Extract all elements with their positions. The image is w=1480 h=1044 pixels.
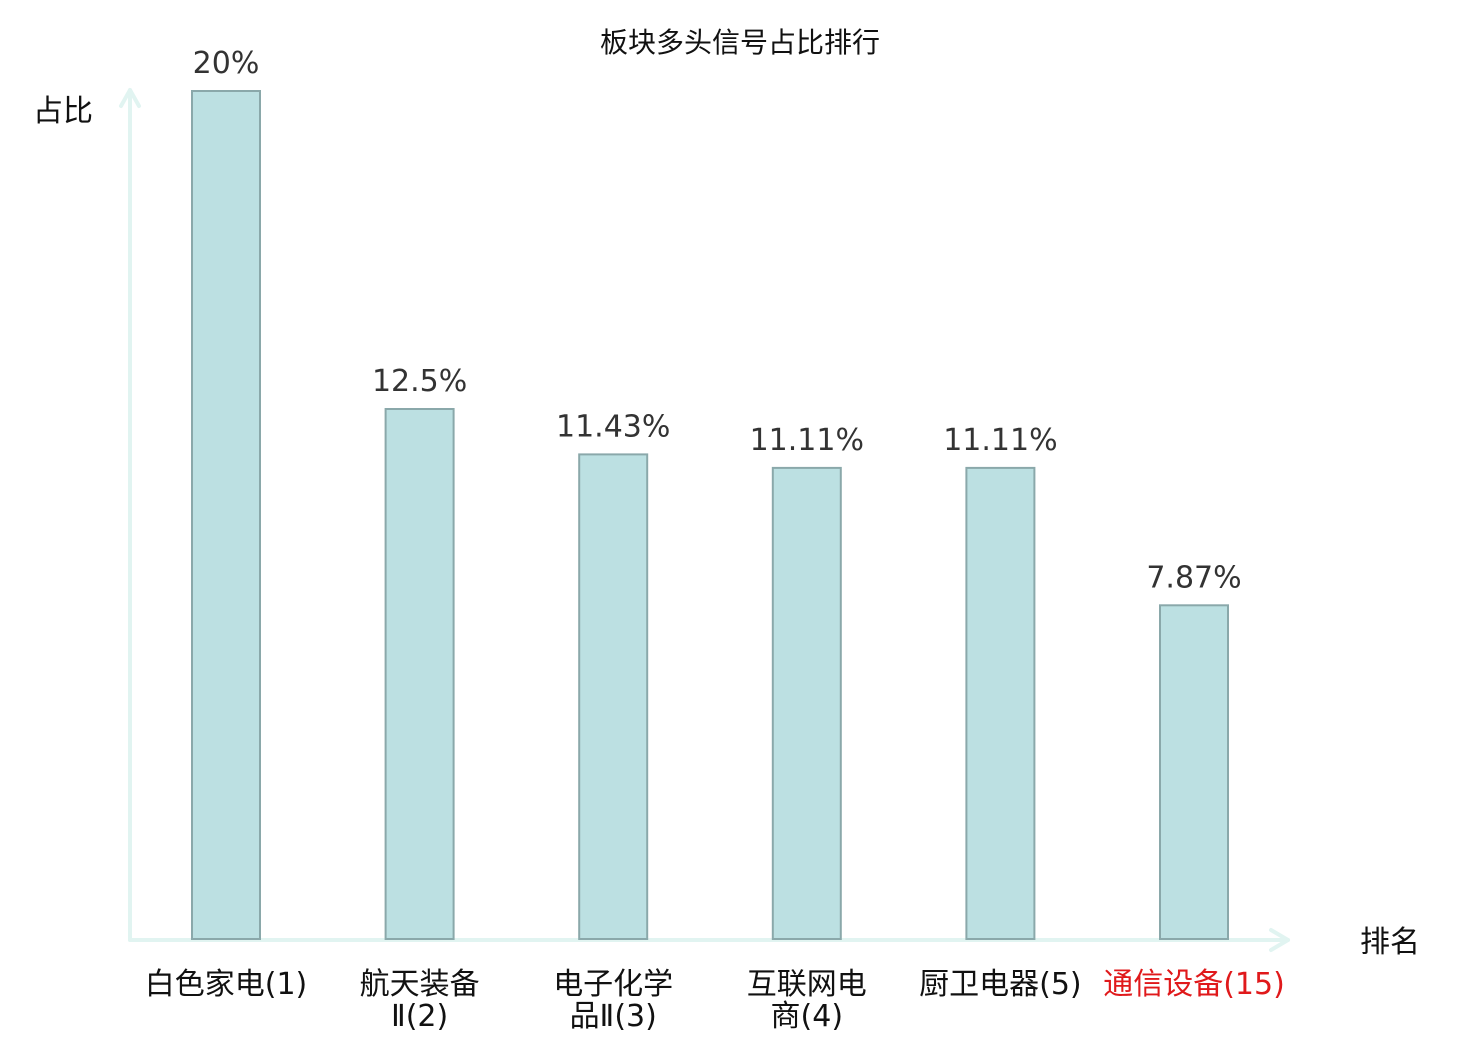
bars-layer (191, 90, 1229, 940)
x-tick-label: 电子化学 (553, 967, 673, 1002)
bar-value-label: 11.11% (943, 423, 1057, 458)
x-tick-label: 白色家电(1) (145, 967, 308, 1002)
bar-value-label: 11.11% (750, 423, 864, 458)
y-axis-arrowhead (119, 88, 141, 108)
bar-value-label: 11.43% (556, 409, 670, 444)
bar (771, 466, 842, 940)
bar (1159, 604, 1229, 940)
chart-axes (119, 88, 1290, 952)
bar (384, 408, 455, 940)
y-axis-label: 占比 (33, 94, 93, 129)
x-tick-label: 厨卫电器(5) (919, 967, 1082, 1002)
value-labels-layer: 20% 12.5% 11.43% 11.11% 11.11% 7.87% (193, 46, 1242, 595)
x-tick-label: 互联网电 (747, 967, 867, 1002)
x-tick-label: 品Ⅱ(3) (570, 999, 657, 1034)
x-axis-label: 排名 (1360, 925, 1420, 960)
bar (578, 453, 649, 940)
x-tick-label: 商(4) (771, 999, 844, 1034)
chart-title: 板块多头信号占比排行 (600, 26, 880, 59)
bar (191, 90, 261, 940)
bar-value-label: 20% (193, 46, 260, 81)
x-tick-label: 通信设备(15) (1103, 967, 1285, 1002)
x-tick-label: 航天装备 (360, 967, 480, 1002)
bar-value-label: 7.87% (1146, 560, 1241, 595)
bar-value-label: 12.5% (372, 364, 467, 399)
x-axis-arrowhead (1269, 928, 1290, 952)
x-tick-label: Ⅱ(2) (391, 999, 448, 1034)
bar (965, 466, 1036, 940)
